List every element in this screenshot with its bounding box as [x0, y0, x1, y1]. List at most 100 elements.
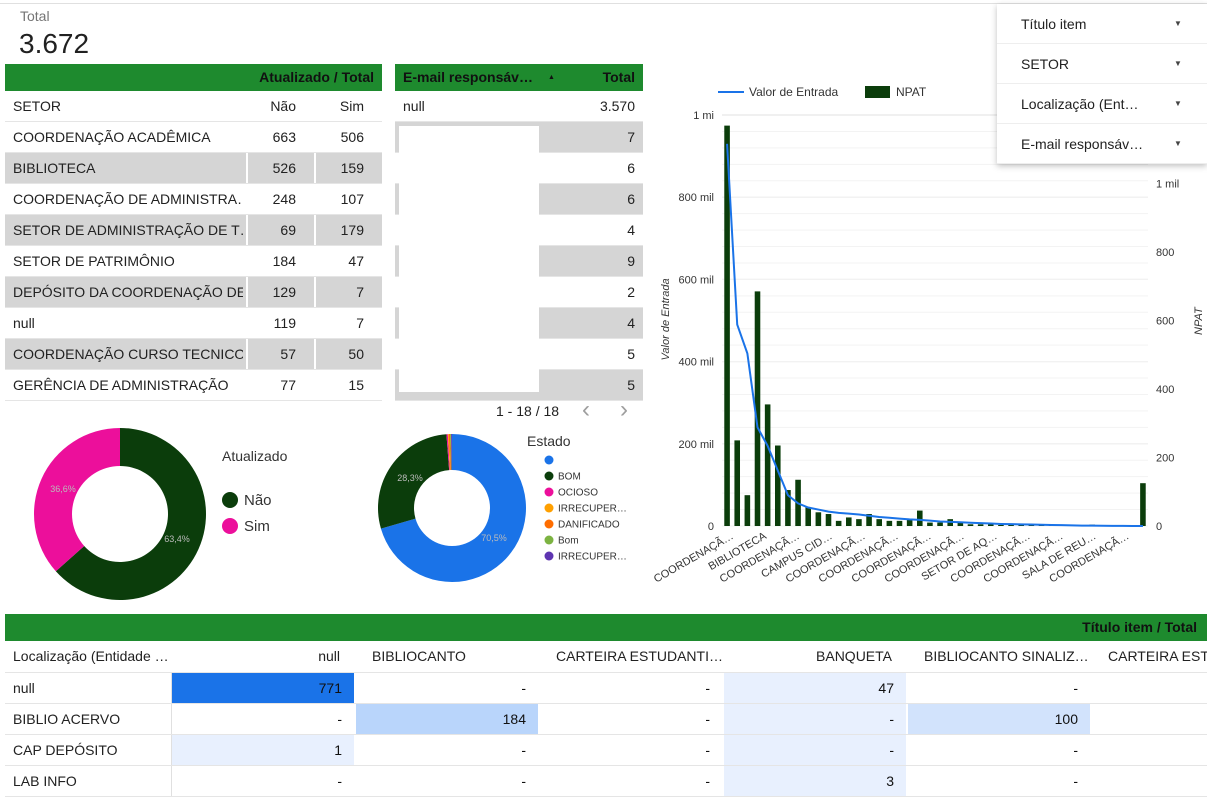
estado-slice[interactable] — [450, 434, 452, 471]
pivot-cell[interactable]: 771 — [172, 673, 354, 703]
estado-slice[interactable] — [447, 434, 451, 471]
pivot-cell[interactable]: 47 — [724, 673, 906, 703]
npat-bar[interactable] — [774, 445, 781, 526]
filter-titulo-item[interactable]: Título item ▼ — [997, 4, 1207, 44]
table-row[interactable]: null 3.570 — [395, 91, 643, 122]
column-header-total[interactable]: Total — [602, 69, 635, 85]
table-row[interactable]: BIBLIOTECA 526 159 — [5, 153, 382, 184]
table-row[interactable]: GERÊNCIA DE ADMINISTRAÇÃO 77 15 — [5, 370, 382, 401]
pivot-cell[interactable]: - — [172, 704, 354, 734]
pivot-column-header[interactable]: null — [318, 648, 340, 664]
npat-bar[interactable] — [764, 404, 771, 526]
npat-bar[interactable] — [886, 520, 893, 526]
pivot-cell[interactable]: 3 — [724, 766, 906, 796]
atualizado-slice[interactable] — [34, 428, 120, 572]
npat-bar[interactable] — [1140, 483, 1146, 526]
npat-bar[interactable] — [987, 524, 994, 526]
npat-bar[interactable] — [835, 520, 842, 526]
estado-slice[interactable] — [446, 434, 450, 471]
pivot-cell[interactable]: 100 — [908, 704, 1090, 734]
pivot-cell[interactable]: - — [540, 673, 722, 703]
npat-bar[interactable] — [866, 514, 872, 526]
npat-bar[interactable] — [825, 514, 832, 526]
npat-bar[interactable] — [957, 522, 964, 526]
npat-bar[interactable] — [876, 519, 883, 526]
atualizado-slice[interactable] — [55, 428, 206, 600]
donut-atualizado[interactable]: 63,4% 36,6% Atualizado Não Sim — [0, 420, 390, 610]
pivot-cell[interactable]: - — [724, 735, 906, 765]
pivot-cell[interactable]: - — [356, 735, 538, 765]
estado-slice[interactable] — [448, 434, 452, 471]
estado-slice[interactable] — [380, 434, 526, 582]
pivot-cell[interactable]: - — [540, 735, 722, 765]
pivot-cell[interactable]: 1 — [172, 735, 354, 765]
pivot-cell[interactable] — [1092, 735, 1207, 765]
pivot-column-header[interactable]: BANQUETA — [816, 648, 892, 664]
filter-localizacao[interactable]: Localização (Ent… ▼ — [997, 84, 1207, 124]
table-row[interactable]: COORDENAÇÃO CURSO TECNICO … 57 50 — [5, 339, 382, 370]
npat-bar[interactable] — [967, 524, 974, 526]
table-row[interactable]: COORDENAÇÃO ACADÊMICA 663 506 — [5, 122, 382, 153]
npat-bar[interactable] — [1018, 524, 1025, 526]
pivot-cell[interactable]: - — [356, 673, 538, 703]
column-header-setor[interactable]: SETOR — [13, 98, 61, 114]
npat-bar[interactable] — [856, 519, 862, 526]
pivot-cell[interactable]: - — [724, 704, 906, 734]
npat-bar[interactable] — [744, 495, 751, 526]
npat-bar[interactable] — [998, 524, 1004, 526]
pivot-cell[interactable]: - — [540, 766, 722, 796]
table-row[interactable]: LAB INFO - - - 3 - — [5, 766, 1207, 797]
table-row[interactable]: BIBLIO ACERVO - 184 - - 100 — [5, 704, 1207, 735]
column-header-email[interactable]: E-mail responsáv… — [403, 69, 533, 85]
pivot-cell[interactable] — [1092, 704, 1207, 734]
pivot-column-header[interactable]: CARTEIRA ESTUDANTI… — [556, 648, 723, 664]
pivot-cell[interactable] — [1092, 766, 1207, 796]
npat-bar[interactable] — [927, 522, 933, 526]
npat-bar[interactable] — [906, 519, 913, 526]
npat-bar[interactable] — [734, 440, 741, 526]
column-header-nao[interactable]: Não — [270, 98, 296, 114]
npat-bar[interactable] — [896, 520, 903, 526]
pivot-column-header[interactable]: BIBLIOCANTO SINALIZ… — [924, 648, 1089, 664]
npat-bar[interactable] — [815, 512, 822, 526]
table-row[interactable]: COORDENAÇÃO DE ADMINISTRA… 248 107 — [5, 184, 382, 215]
sort-ascending-icon[interactable]: ▲ — [548, 74, 555, 81]
table-row[interactable]: SETOR DE PATRIMÔNIO 184 47 — [5, 246, 382, 277]
table-row[interactable]: DEPÓSITO DA COORDENAÇÃO DE … 129 7 — [5, 277, 382, 308]
next-page-icon[interactable]: › — [620, 396, 628, 423]
table-row[interactable]: null 119 7 — [5, 308, 382, 339]
npat-bar[interactable] — [1008, 524, 1014, 526]
pivot-cell[interactable]: - — [908, 673, 1090, 703]
npat-bar[interactable] — [805, 507, 812, 526]
estado-slice[interactable] — [378, 434, 450, 529]
npat-bar[interactable] — [724, 125, 730, 527]
pivot-cell[interactable]: - — [172, 766, 354, 796]
table-row[interactable]: SETOR DE ADMINISTRAÇÃO DE T… 69 179 — [5, 215, 382, 246]
pivot-cell[interactable] — [1092, 673, 1207, 703]
previous-page-icon[interactable]: ‹ — [582, 396, 590, 423]
combo-chart[interactable]: Valor de Entrada NPAT 0 200 mil 400 mil 600 … — [650, 75, 1207, 590]
npat-bar[interactable] — [977, 524, 984, 526]
npat-bar[interactable] — [1028, 525, 1035, 526]
npat-bar[interactable] — [937, 522, 943, 526]
npat-bar[interactable] — [785, 490, 791, 526]
pivot-cell[interactable]: - — [908, 735, 1090, 765]
column-header-sim[interactable]: Sim — [339, 98, 364, 114]
npat-bar[interactable] — [754, 291, 761, 526]
pivot-cell[interactable]: - — [356, 766, 538, 796]
npat-bar[interactable] — [916, 510, 923, 526]
npat-bar[interactable] — [845, 517, 852, 526]
pivot-column-header[interactable]: CARTEIRA ESTUDA — [1108, 648, 1207, 664]
table-row[interactable]: CAP DEPÓSITO 1 - - - - — [5, 735, 1207, 766]
table-row[interactable]: null 771 - - 47 - — [5, 673, 1207, 704]
pivot-column-header[interactable]: BIBLIOCANTO — [372, 648, 466, 664]
pivot-cell[interactable]: - — [908, 766, 1090, 796]
estado-slice[interactable] — [451, 434, 452, 471]
valor-entrada-line[interactable] — [726, 143, 1143, 527]
pivot-column-header[interactable]: Localização (Entidade … — [13, 648, 169, 664]
filter-setor[interactable]: SETOR ▼ — [997, 44, 1207, 84]
filter-email[interactable]: E-mail responsáv… ▼ — [997, 124, 1207, 164]
donut-estado[interactable]: 70,5% 28,3% Estado BOM OCIOSO IRRECUPER… DAN… — [370, 420, 660, 600]
pivot-cell[interactable]: 184 — [356, 704, 538, 734]
pivot-cell[interactable]: - — [540, 704, 722, 734]
